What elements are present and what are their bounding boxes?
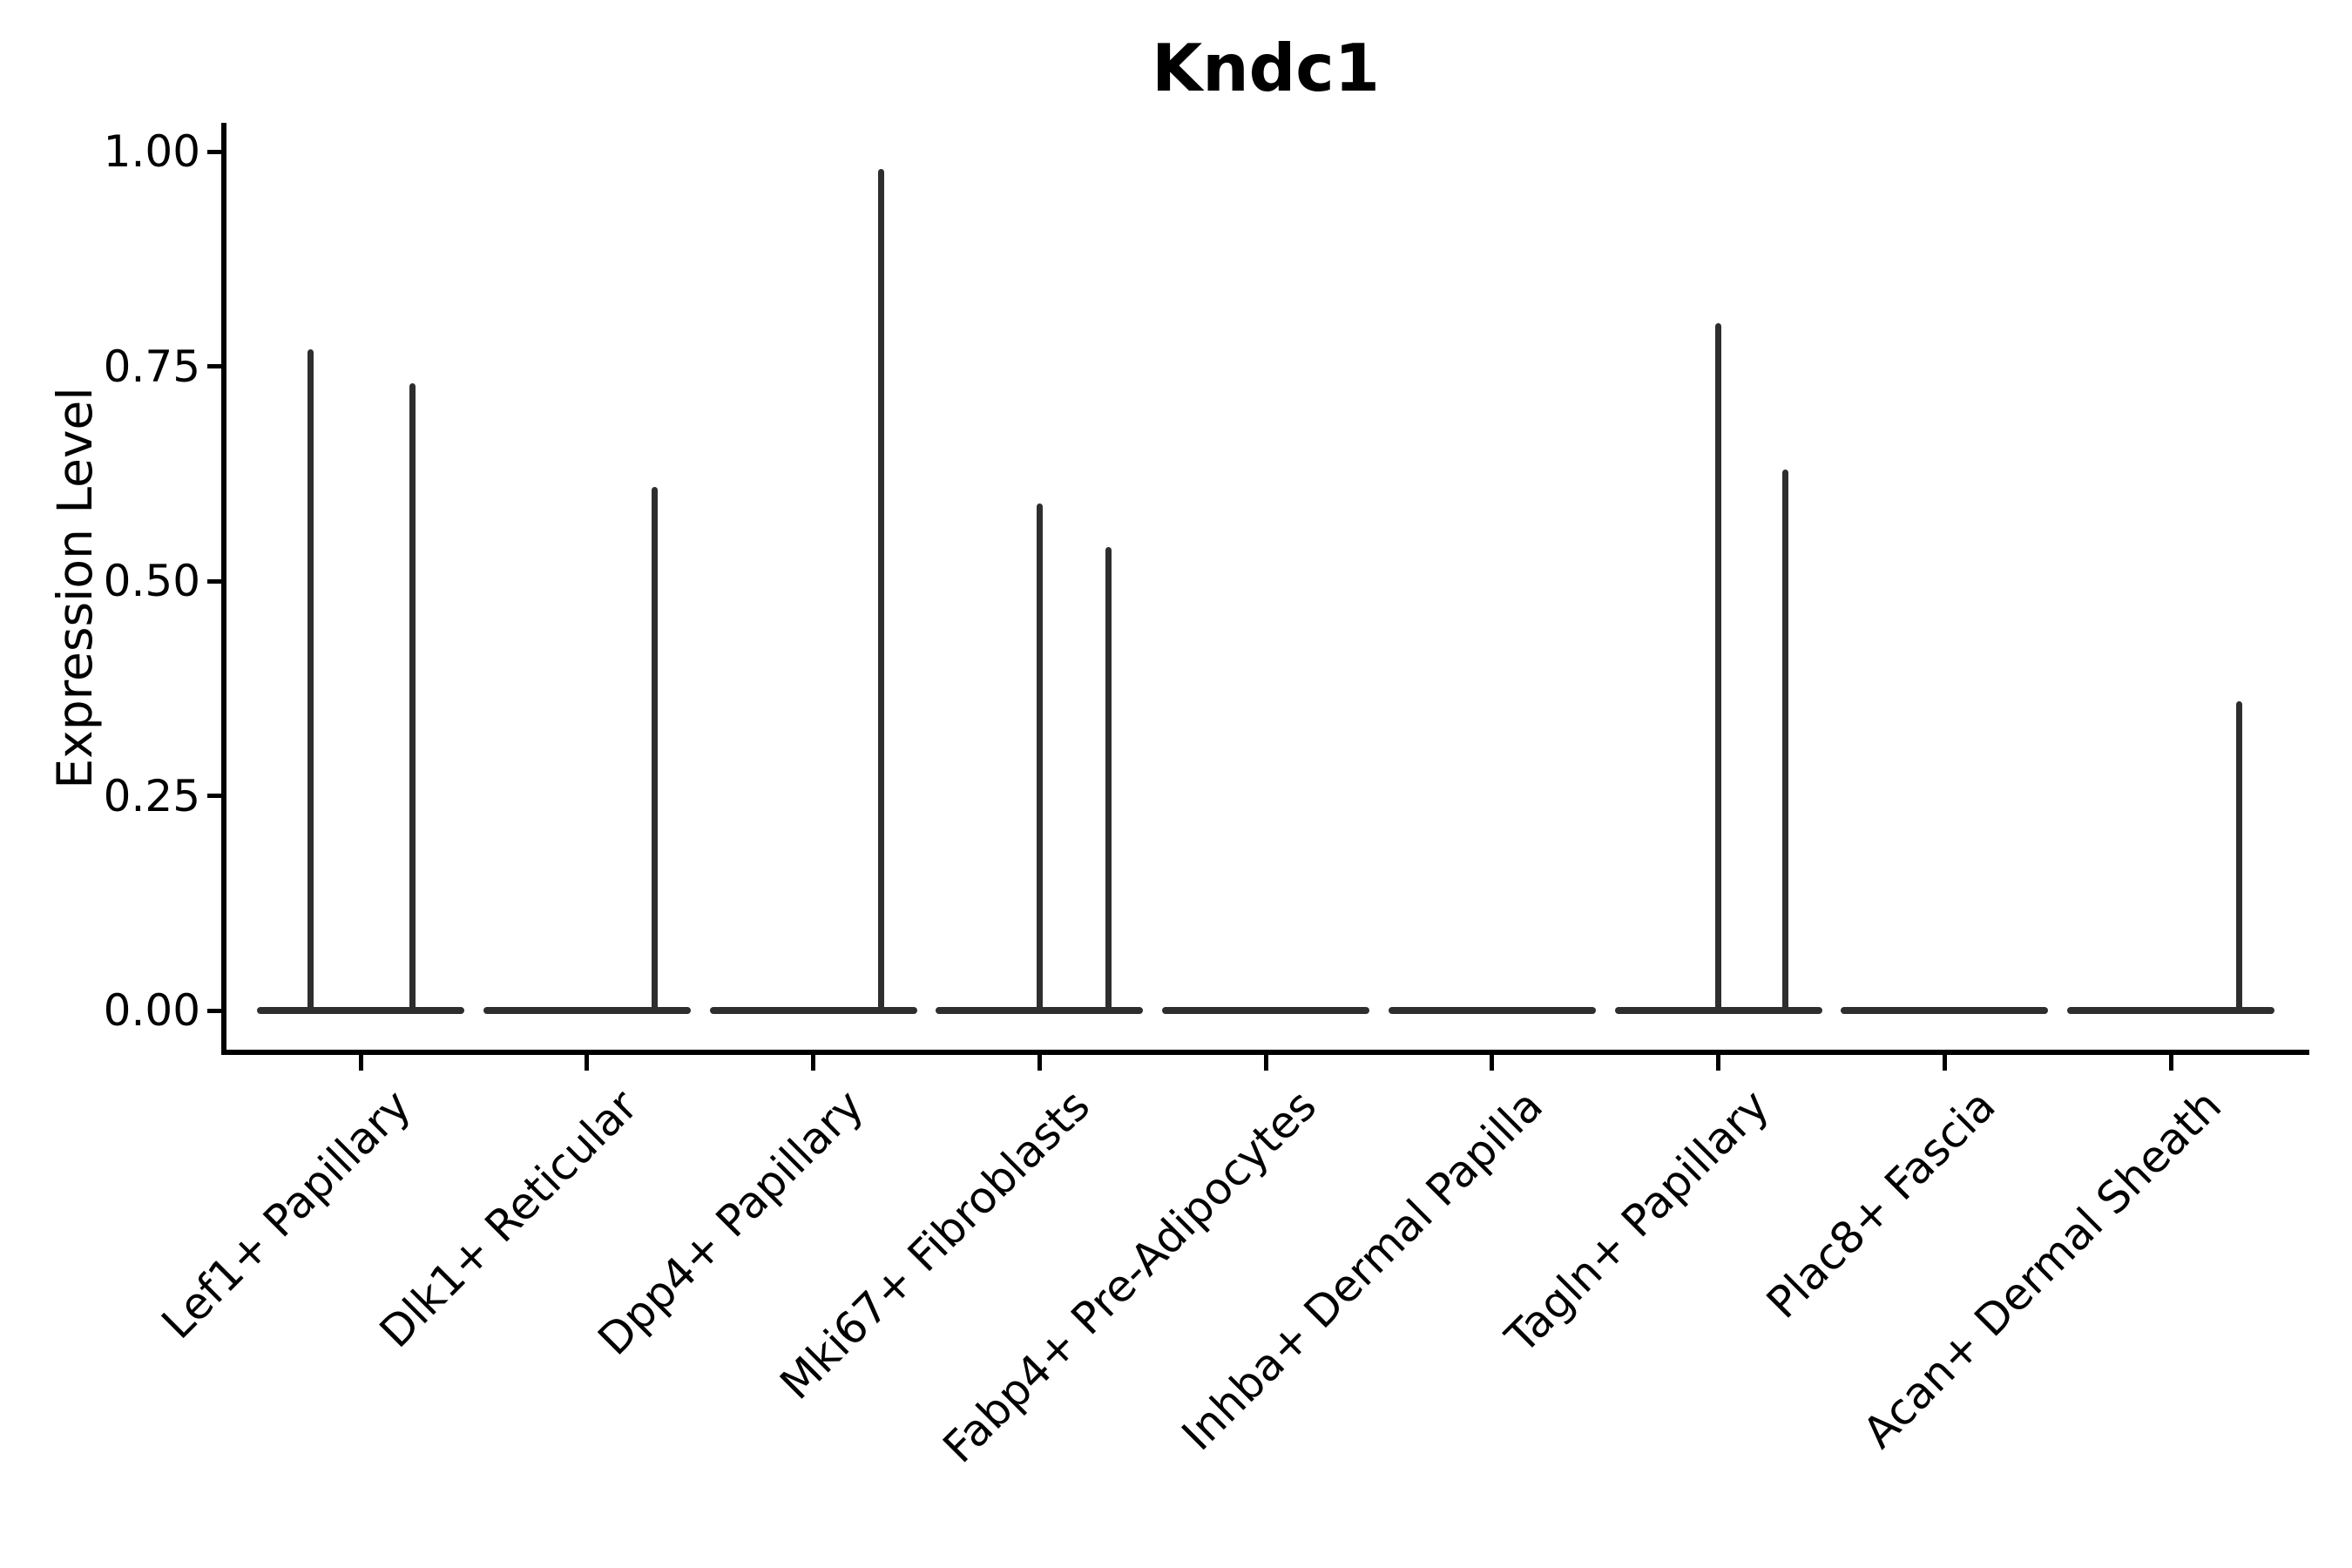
violin-density-spike xyxy=(878,168,884,1014)
violin-baseline xyxy=(257,1007,464,1014)
x-axis-tick xyxy=(1942,1055,1947,1071)
violin-baseline xyxy=(2067,1007,2274,1014)
y-axis-tick xyxy=(207,794,221,798)
violin-density-spike xyxy=(1782,469,1788,1014)
plot-title: Kndc1 xyxy=(1152,30,1380,106)
y-axis-title: Expression Level xyxy=(47,387,103,789)
y-axis-spine xyxy=(221,123,226,1055)
y-tick-label: 0.50 xyxy=(103,556,200,606)
x-axis-tick xyxy=(358,1055,363,1071)
x-axis-tick xyxy=(1037,1055,1042,1071)
y-axis-tick xyxy=(207,364,221,368)
violin-density-spike xyxy=(1105,546,1112,1014)
y-axis-tick xyxy=(207,149,221,154)
violin-density-spike xyxy=(409,383,416,1014)
x-axis-tick xyxy=(1263,1055,1268,1071)
x-axis-tick xyxy=(2168,1055,2173,1071)
violin-density-spike xyxy=(1036,504,1043,1014)
x-axis-tick xyxy=(1490,1055,1495,1071)
y-tick-label: 0.25 xyxy=(103,770,200,821)
x-axis-spine xyxy=(221,1050,2309,1055)
y-axis-tick xyxy=(207,1008,221,1013)
y-tick-label: 0.00 xyxy=(103,985,200,1036)
y-axis-tick xyxy=(207,578,221,584)
violin-density-spike xyxy=(1715,323,1721,1014)
x-axis-tick xyxy=(811,1055,815,1071)
x-axis-tick xyxy=(585,1055,590,1071)
x-tick-label: Fabp4+ Pre-Adipocytes xyxy=(933,1080,1327,1473)
x-axis-tick xyxy=(1716,1055,1720,1071)
y-tick-label: 1.00 xyxy=(103,126,200,177)
x-tick-label: Acan+ Dermal Sheath xyxy=(1853,1080,2232,1458)
x-tick-label: Plac8+ Fascia xyxy=(1756,1080,2005,1328)
x-tick-label: Lef1+ Papillary xyxy=(152,1080,422,1349)
violin-baseline xyxy=(709,1007,917,1014)
violin-density-spike xyxy=(2235,701,2242,1014)
violin-baseline xyxy=(1841,1007,2049,1014)
violin-baseline xyxy=(483,1007,691,1014)
violin-density-spike xyxy=(652,486,659,1014)
violin-baseline xyxy=(1388,1007,1596,1014)
x-tick-label: Inhba+ Dermal Papilla xyxy=(1172,1080,1552,1461)
y-tick-label: 0.75 xyxy=(103,341,200,392)
violin-baseline xyxy=(1162,1007,1369,1014)
violin-density-spike xyxy=(307,348,314,1014)
